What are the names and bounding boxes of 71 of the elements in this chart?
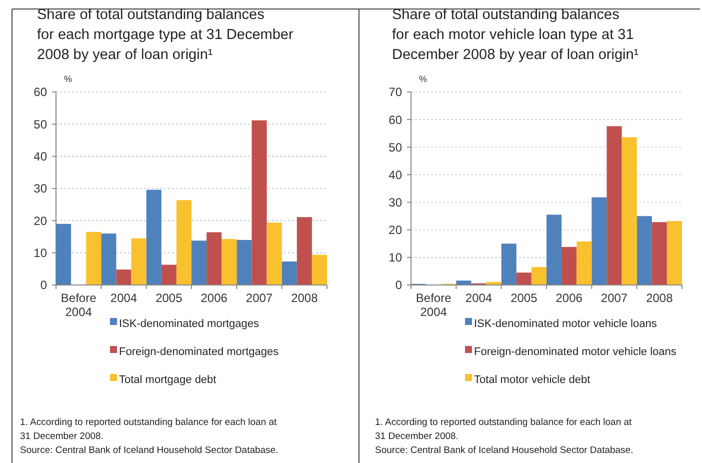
- bar: [456, 280, 472, 285]
- bar: [562, 246, 577, 285]
- text: 1. According to reported outstanding balance for each loan at 31 December 2008.: [20, 417, 278, 442]
- y-tick-label: 0: [395, 278, 402, 292]
- y-tick-label: 60: [388, 112, 402, 127]
- bar: [312, 254, 327, 285]
- x-tick-label: 2006: [200, 291, 228, 305]
- legend-label: Foreign-denominated motor vehicle loans: [474, 346, 677, 358]
- y-tick-label: 10: [34, 246, 48, 260]
- bar: [86, 232, 102, 285]
- chart-title: Share of total outstanding balances for each mortgage type at 31 December 2008 by year of loan origin¹: [37, 7, 294, 63]
- legend-label: Foreign-denominated mortgages: [119, 346, 280, 358]
- y-tick-label: 70: [388, 85, 402, 100]
- x-tick-label: 2005: [156, 291, 183, 305]
- bar: [222, 239, 237, 285]
- y-tick-label: 20: [34, 214, 48, 228]
- legend-label: Total motor vehicle debt: [474, 374, 590, 386]
- bar: [576, 241, 592, 285]
- y-tick-label: 10: [388, 250, 402, 265]
- source-note: Source: Central Bank of Iceland Household Sector Database.: [20, 445, 278, 456]
- bar: [652, 222, 667, 285]
- bar: [282, 262, 297, 285]
- bar: [116, 270, 132, 285]
- y-axis-title: %: [64, 74, 72, 84]
- x-tick-label: 2008: [291, 291, 318, 305]
- x-tick-label: Before 2004: [60, 291, 97, 319]
- bar: [606, 126, 622, 285]
- bar: [592, 197, 607, 285]
- chart-title: Share of total outstanding balances for each motor vehicle loan type at 31 December 2008 by year of loan origin¹: [392, 7, 639, 63]
- bar: [516, 272, 532, 285]
- source-note: Source: Central Bank of Iceland Household Sector Database.: [375, 445, 634, 456]
- bar: [192, 240, 207, 285]
- legend-label: ISK-denominated motor vehicle loans: [474, 318, 658, 330]
- y-tick-label: 60: [34, 85, 48, 100]
- x-tick-label: 2007: [246, 291, 273, 305]
- y-tick-label: 20: [388, 223, 402, 238]
- bar: [501, 244, 516, 285]
- y-tick-label: 40: [34, 150, 48, 164]
- x-tick-label: 2004: [110, 291, 138, 305]
- x-tick-label: 2004: [465, 291, 492, 305]
- y-tick-label: 40: [388, 168, 402, 182]
- bar: [546, 214, 562, 285]
- y-tick-label: 30: [388, 195, 402, 210]
- y-tick-label: 50: [34, 117, 48, 132]
- bar: [636, 216, 652, 285]
- bar: [531, 267, 546, 285]
- bar: [56, 224, 72, 285]
- x-tick-label: 2007: [600, 291, 628, 305]
- bar: [622, 137, 637, 285]
- x-tick-label: 2006: [556, 291, 583, 305]
- y-tick-label: 30: [34, 182, 48, 196]
- y-tick-label: 0: [40, 278, 48, 292]
- legend-label: Total mortgage debt: [119, 374, 216, 386]
- bar: [161, 264, 176, 285]
- x-tick-label: 2008: [646, 291, 674, 305]
- legend-label: ISK-denominated mortgages: [119, 318, 260, 330]
- bar: [236, 240, 252, 285]
- x-tick-label: Before 2004: [416, 291, 452, 319]
- bar: [146, 190, 162, 285]
- bar: [206, 232, 222, 285]
- x-tick-label: 2005: [510, 291, 538, 305]
- bar: [101, 234, 116, 285]
- bar: [666, 221, 682, 285]
- bar: [131, 238, 146, 285]
- text: 1. According to reported outstanding balance for each loan at 31 December 2008.: [375, 417, 632, 442]
- bar: [266, 222, 282, 285]
- bar: [176, 200, 192, 285]
- y-tick-label: 50: [388, 140, 402, 154]
- y-axis-title: %: [418, 74, 428, 84]
- bar: [296, 217, 312, 285]
- bar: [252, 120, 267, 285]
